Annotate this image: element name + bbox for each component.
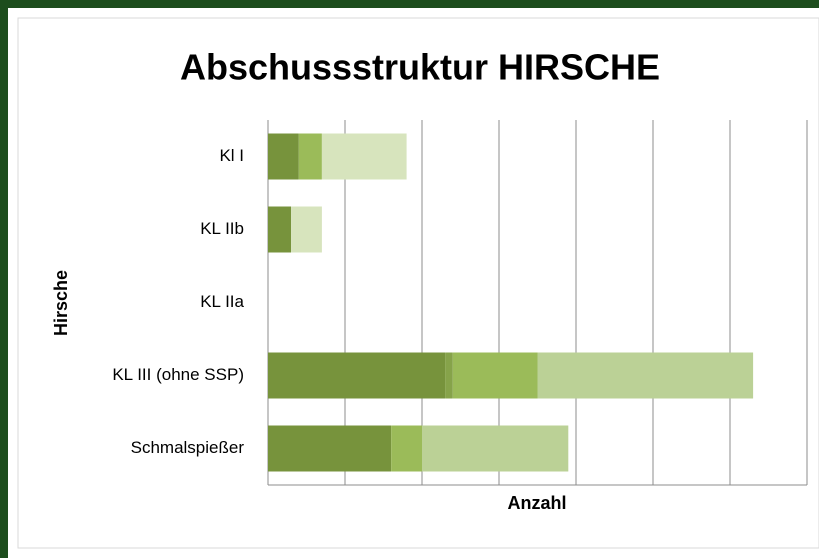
bar-segment xyxy=(298,133,322,180)
y-tick-label: KL IIa xyxy=(200,292,244,311)
bar-segment xyxy=(291,206,322,253)
bar-segment xyxy=(268,206,292,253)
y-tick-label: Schmalspießer xyxy=(131,438,245,457)
bar-segment xyxy=(268,425,392,472)
x-axis-label: Anzahl xyxy=(507,493,566,513)
chart-title: Abschussstruktur HIRSCHE xyxy=(180,47,660,88)
bar-segment xyxy=(268,133,299,180)
bar-segment xyxy=(268,352,446,399)
bar-segment xyxy=(537,352,754,399)
y-axis-label: Hirsche xyxy=(51,270,71,336)
bar-segment xyxy=(321,133,407,180)
bar-segment xyxy=(422,425,569,472)
bar-segment xyxy=(445,352,453,399)
y-tick-label: Kl I xyxy=(219,146,244,165)
y-tick-label: KL III (ohne SSP) xyxy=(112,365,244,384)
y-tick-label: KL IIb xyxy=(200,219,244,238)
bar-segment xyxy=(391,425,422,472)
bar-segment xyxy=(452,352,538,399)
